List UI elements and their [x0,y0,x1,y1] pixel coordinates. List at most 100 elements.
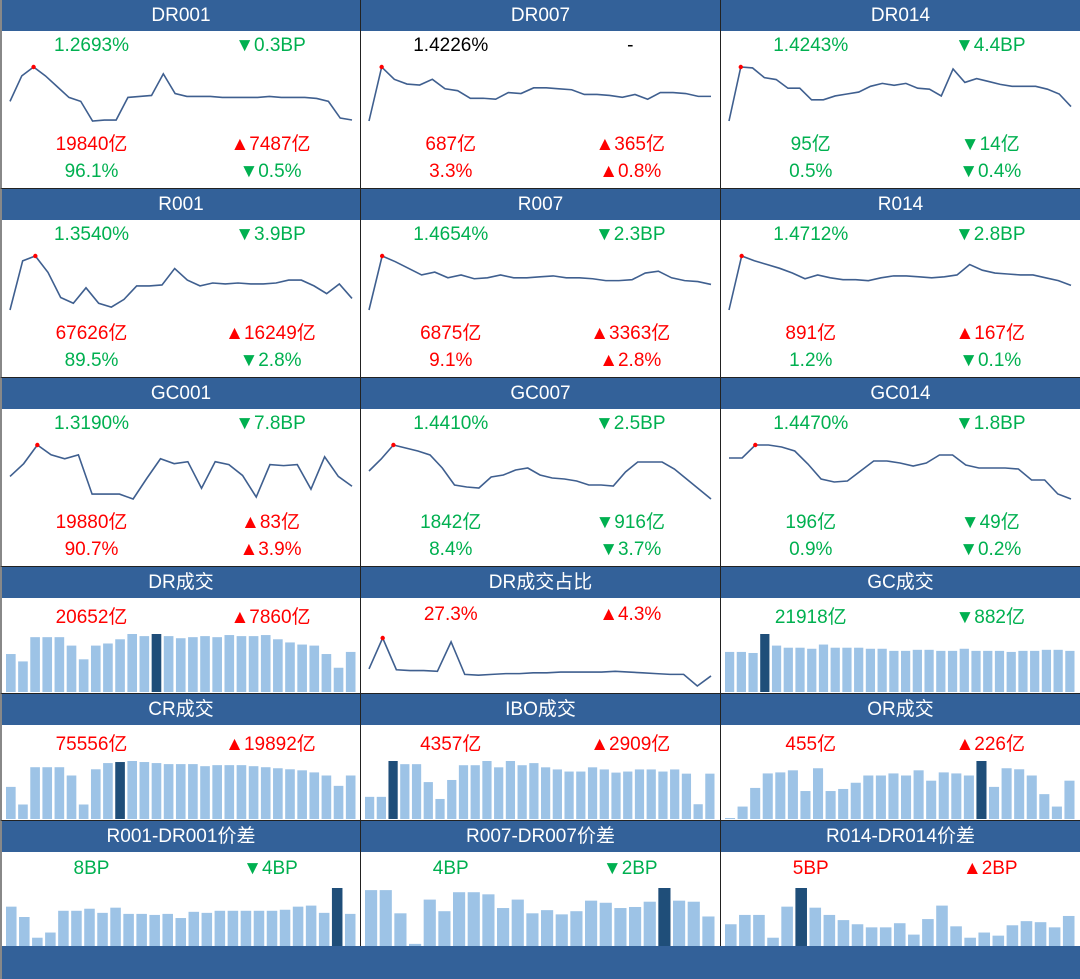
value-row: 8BP ▼4BP [2,852,360,886]
bar [971,650,981,692]
value-row: 75556亿 ▲19892亿 [2,725,360,759]
value: 75556亿 [55,733,128,755]
panel-title: R007-DR007价差 [361,821,720,852]
bar-highlight [760,634,770,692]
bar [978,932,991,946]
bar [127,634,138,692]
bar [994,650,1005,692]
bar [889,650,899,692]
bar [936,650,946,692]
line-sparkline [368,635,712,688]
bar [938,772,949,819]
bar [1034,922,1047,946]
bar [18,804,28,819]
bar [1018,650,1028,692]
panel-title: R014-DR014价差 [721,821,1080,852]
bar-highlight [658,888,671,946]
panel-dr014: DR014 1.4243% ▼4.4BP 95亿 ▼14亿 0.5% ▼0.4% [720,0,1080,189]
bar [482,761,492,819]
rate-value: 1.2693% [53,35,129,56]
bar [634,769,645,819]
bar [212,637,222,692]
bar [570,911,583,946]
bar [248,636,259,692]
sparkline-series [728,254,1072,311]
bar [127,761,138,819]
bar [447,779,457,819]
bar [58,910,69,946]
bar [795,647,805,692]
share-change: ▼0.5% [239,161,302,182]
panel-r001: R001 1.3540% ▼3.9BP 67626亿 ▲16249亿 89.5% ▼2.8% [0,189,360,378]
value-change: ▲2909亿 [590,733,671,755]
bar [345,651,356,692]
bar [526,913,539,946]
sparkline-max-point [31,64,36,70]
bar [321,775,332,819]
value-change: ▼4BP [243,858,298,879]
bar [42,637,53,692]
panel-row: DR成交 20652亿 ▲7860亿 DR成交占比 27.3% ▲4.3% GC成交 2191… [0,567,1080,694]
rate-row: 1.2693% ▼0.3BP [2,31,360,61]
value: 27.3% [423,604,478,625]
bar [1062,915,1075,946]
bar [163,764,174,819]
bar [411,764,422,819]
value: 21918亿 [774,606,847,628]
panel-r007: R007 1.4654% ▼2.3BP 6875亿 ▲3363亿 9.1% ▲2.8% [360,189,720,378]
value-row: 5BP ▲2BP [721,852,1080,886]
volume-row: 1842亿 ▼916亿 [361,505,720,535]
bar [851,924,864,946]
bar [629,906,642,946]
bar [321,654,332,692]
volume-change: ▲7487亿 [230,133,311,155]
bar [693,804,703,819]
rate-value: 1.4712% [773,224,849,245]
bar [214,910,226,946]
sparkline-max-point [379,64,384,70]
bar [376,796,386,819]
sparkline-max-point [379,253,385,259]
rate-sparkline [728,253,1072,311]
share-row: 1.2% ▼0.1% [721,346,1080,376]
bar [739,914,751,946]
bar [681,773,692,819]
bar [344,913,356,946]
rate-sparkline [368,442,712,500]
bar [163,636,174,692]
bar [494,767,504,819]
bar [564,771,574,819]
bar [838,788,849,819]
volume-row: 19840亿 ▲7487亿 [2,127,360,157]
bar [236,765,247,819]
bar [705,773,715,819]
bar [555,914,568,946]
bar [84,908,95,946]
volume-value: 1842亿 [420,511,482,533]
bar-highlight [115,762,125,819]
bar [224,635,235,692]
panel-title: R001 [2,189,360,220]
bar [236,636,247,692]
sparkline-series [368,65,711,122]
bar [963,775,974,819]
panel-dr: DR成交占比 27.3% ▲4.3% [360,567,720,694]
share-row: 8.4% ▼3.7% [361,535,720,565]
bar [285,642,295,692]
panel-title: DR014 [721,0,1080,31]
value-change: ▲7860亿 [230,606,311,628]
bar-highlight [151,634,162,692]
bar [576,771,586,819]
bar-sparkline [6,888,356,946]
rate-value: 1.3540% [53,224,129,245]
bar [646,769,656,819]
volume-row: 19880亿 ▲83亿 [2,505,360,535]
panel-title: R001-DR001价差 [2,821,360,852]
volume-value: 67626亿 [55,322,128,344]
bar [297,770,307,819]
bar [470,765,480,819]
bar [123,913,134,946]
dashboard-grid: DR001 1.2693% ▼0.3BP 19840亿 ▲7487亿 96.1% ▼0.5%… [0,0,1080,947]
bar [260,767,271,819]
share-row: 9.1% ▲2.8% [361,346,720,376]
